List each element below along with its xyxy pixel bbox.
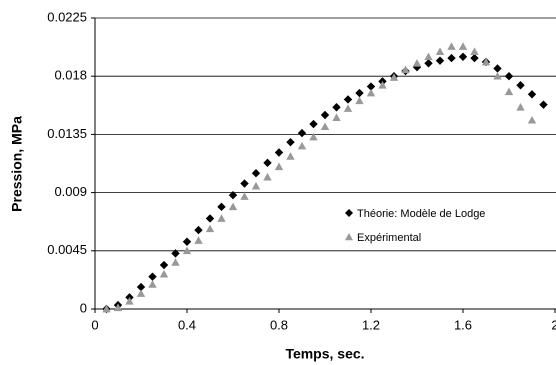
data-point: [424, 59, 433, 68]
data-point: [182, 246, 192, 255]
data-point: [205, 214, 215, 223]
data-point: [332, 103, 341, 112]
data-point: [424, 52, 433, 61]
data-point: [286, 137, 295, 147]
data-point: [274, 162, 284, 171]
data-point: [493, 72, 502, 80]
data-point: [228, 202, 238, 211]
y-tick-label: 0: [80, 300, 87, 315]
y-tick-label: 0.0135: [47, 126, 87, 141]
data-point: [194, 236, 203, 244]
data-point: [102, 304, 111, 313]
data-point: [366, 88, 376, 97]
data-point: [171, 258, 180, 266]
data-point: [458, 52, 468, 61]
data-point: [297, 128, 307, 138]
data-point: [470, 47, 479, 55]
data-point: [458, 42, 468, 50]
data-point: [263, 172, 272, 181]
data-point: [412, 59, 422, 67]
data-point: [159, 260, 169, 270]
data-point: [435, 56, 445, 65]
data-point: [309, 119, 318, 129]
data-point: [378, 81, 387, 89]
data-point: [389, 73, 399, 81]
data-point: [251, 169, 261, 178]
data-point: [343, 95, 353, 104]
data-point: [240, 179, 249, 188]
data-point: [148, 280, 157, 288]
data-point: [320, 122, 330, 130]
x-axis-title: Temps, sec.: [285, 346, 364, 362]
data-point: [504, 87, 514, 96]
data-point: [447, 42, 456, 50]
y-axis-title: Pression, MPa: [9, 116, 25, 212]
data-point: [205, 224, 215, 233]
x-tick-label: 0: [91, 317, 98, 332]
legend-label: Théorie: Modèle de Lodge: [357, 208, 485, 220]
data-point: [527, 115, 537, 124]
data-point: [136, 289, 146, 297]
y-tick-label: 0.018: [54, 68, 87, 83]
data-point: [240, 192, 249, 200]
data-point: [217, 214, 226, 222]
data-point: [527, 90, 537, 99]
legend-marker: [345, 209, 353, 217]
data-point: [148, 272, 157, 281]
data-point: [435, 47, 445, 55]
data-point: [274, 148, 284, 157]
x-tick-label: 1.2: [362, 317, 380, 332]
data-point: [125, 297, 134, 305]
data-point: [251, 181, 261, 190]
data-point: [355, 88, 364, 98]
x-tick-label: 2: [551, 317, 556, 332]
data-point: [504, 72, 514, 81]
data-point: [194, 225, 203, 235]
data-point: [470, 53, 479, 63]
y-tick-label: 0.0225: [47, 9, 87, 24]
data-point: [343, 104, 353, 112]
data-point: [297, 141, 307, 150]
data-point: [481, 57, 491, 66]
x-tick-label: 1.6: [454, 317, 472, 332]
data-point: [332, 113, 341, 121]
data-point: [136, 282, 146, 292]
data-point: [516, 81, 525, 90]
data-point: [182, 237, 192, 246]
data-point: [113, 303, 123, 312]
y-tick-label: 0.0045: [47, 242, 87, 257]
legend-marker: [345, 233, 353, 241]
data-point: [228, 190, 238, 200]
data-point: [516, 103, 525, 111]
data-point: [159, 269, 169, 278]
legend-label: Expérimental: [357, 232, 421, 244]
data-point: [217, 202, 226, 212]
data-point: [263, 158, 272, 168]
y-tick-label: 0.009: [54, 184, 87, 199]
data-point: [286, 152, 295, 160]
data-point: [401, 65, 410, 74]
data-point: [493, 64, 502, 73]
x-tick-label: 0.8: [270, 317, 288, 332]
data-point: [171, 249, 180, 258]
x-tick-label: 0.4: [178, 317, 196, 332]
data-point: [355, 96, 364, 105]
data-point: [366, 82, 376, 91]
data-point: [539, 100, 548, 109]
data-point: [320, 110, 330, 120]
data-point: [447, 53, 456, 63]
data-point: [309, 132, 318, 141]
